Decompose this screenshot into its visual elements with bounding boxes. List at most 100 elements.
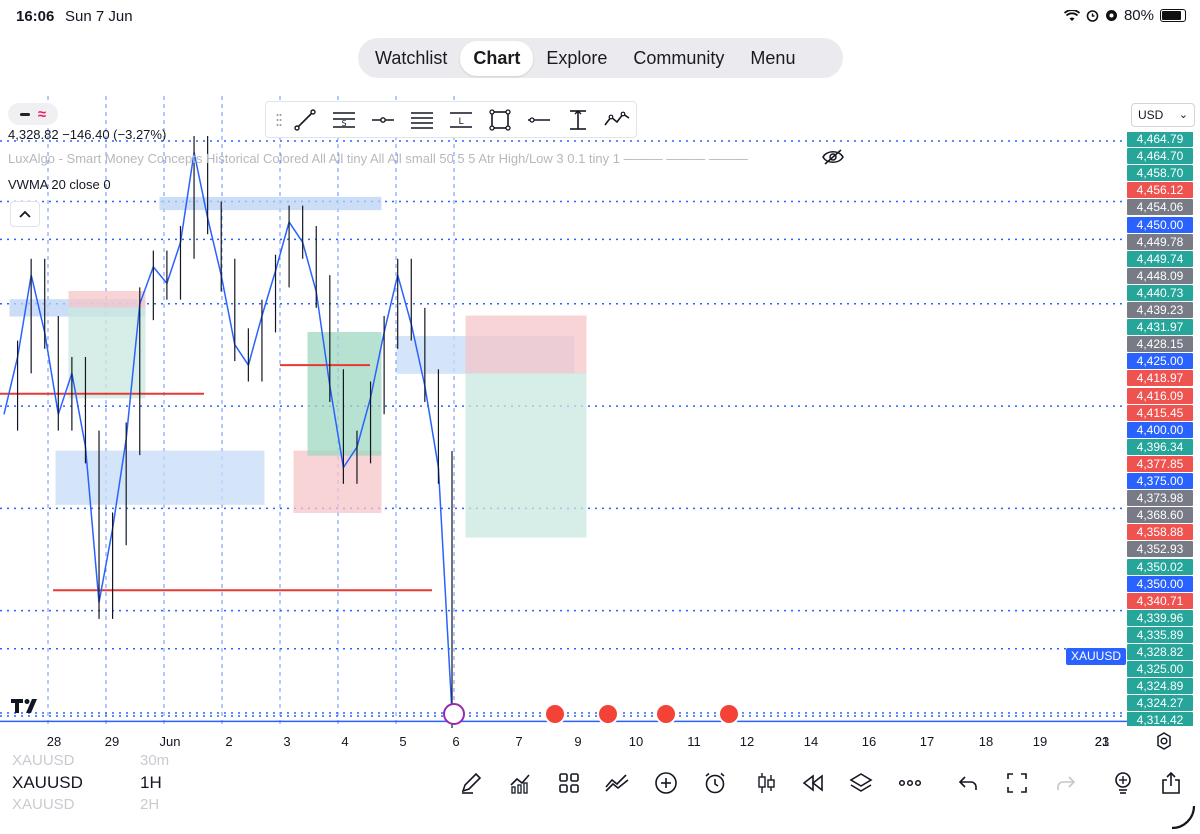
time-axis-label: 14 <box>803 734 819 749</box>
price-axis-label: 4,449.78 <box>1127 233 1193 250</box>
price-axis-label: 4,416.09 <box>1127 387 1193 404</box>
idea-icon[interactable] <box>1108 768 1138 798</box>
price-axis-label: 4,375.00 <box>1127 473 1193 489</box>
nav-tab-menu[interactable]: Menu <box>750 47 796 68</box>
pencil-icon[interactable] <box>456 768 486 798</box>
nav-tab-chart[interactable]: Chart <box>460 40 534 76</box>
time-axis[interactable]: 28 29 Jun 2 3 4 5 6 7 9 10 11 12 14 16 17 18 19 21 23 <box>0 728 1130 754</box>
path-icon[interactable] <box>597 103 636 137</box>
time-axis-label: 11 <box>687 734 701 749</box>
symbol-picker[interactable]: XAUUSD <box>12 773 83 792</box>
regression-l-icon[interactable]: L <box>442 103 481 137</box>
svg-text:S: S <box>342 119 347 128</box>
price-axis-label: 4,352.93 <box>1127 541 1193 558</box>
symbol-picker-prev[interactable]: XAUUSD <box>12 752 75 769</box>
price-axis-label: 4,373.98 <box>1127 490 1193 507</box>
currency-value: USD <box>1138 108 1164 122</box>
axis-settings-icon[interactable] <box>1154 731 1174 751</box>
time-axis-label: 7 <box>515 734 523 749</box>
price-range-icon[interactable] <box>558 103 597 137</box>
drawing-toolbar: S L <box>265 101 637 138</box>
drag-handle-icon[interactable] <box>272 110 286 130</box>
time-axis-label: 6 <box>452 734 460 749</box>
price-axis-label: 4,324.89 <box>1127 678 1193 695</box>
indicator-vwma-legend[interactable]: VWMA 20 close 0 <box>8 177 111 192</box>
chevron-up-icon <box>19 210 31 218</box>
price-change-line: 4,328.82 −146.40 (−3.27%) <box>8 127 167 142</box>
grid-icon[interactable] <box>554 768 584 798</box>
share-icon[interactable] <box>1156 768 1186 798</box>
us-flag-event-icon[interactable] <box>597 703 619 725</box>
price-axis-label: 4,368.60 <box>1127 507 1193 524</box>
price-chart[interactable] <box>0 96 1128 728</box>
time-axis-label: 16 <box>861 734 877 749</box>
price-axis-label: 4,339.96 <box>1127 609 1193 626</box>
undo-icon[interactable] <box>953 768 983 798</box>
indicators-icon[interactable] <box>505 768 535 798</box>
parallel-channel-icon[interactable] <box>403 103 442 137</box>
price-axis-label: 4,431.97 <box>1127 319 1193 336</box>
price-axis-label: 4,324.27 <box>1127 695 1193 712</box>
price-axis-label: 4,358.88 <box>1127 524 1193 541</box>
price-axis-label: 4,350.02 <box>1127 558 1193 575</box>
pitchfork-s-icon[interactable]: S <box>325 103 364 137</box>
collapse-legend-button[interactable] <box>10 201 40 227</box>
alert-clock-icon[interactable] <box>700 768 730 798</box>
price-axis[interactable]: 4,464.79 4,464.70 4,458.70 4,456.12 4,454.06… <box>1127 132 1200 726</box>
time-axis-label: 5 <box>399 734 407 749</box>
vwma-line <box>3 152 453 714</box>
price-axis-label: 4,340.71 <box>1127 592 1193 609</box>
timeframe-picker-prev[interactable]: 30m <box>140 752 170 769</box>
wave-icon: ≈ <box>37 105 47 123</box>
price-axis-label: 4,449.74 <box>1127 250 1193 267</box>
demand-zone <box>307 331 382 456</box>
alarm-icon <box>1086 10 1099 22</box>
top-nav: Watchlist Chart Explore Community Menu <box>358 38 843 78</box>
price-axis-label: 4,428.15 <box>1127 336 1193 353</box>
time-axis-label: 18 <box>978 734 994 749</box>
us-flag-event-icon[interactable] <box>718 703 740 725</box>
more-icon[interactable] <box>895 768 925 798</box>
time-axis-label: 23 <box>1094 734 1110 749</box>
scroll-corner-icon <box>1171 805 1196 830</box>
horizontal-line-icon[interactable] <box>519 103 558 137</box>
us-flag-event-icon[interactable] <box>544 703 566 725</box>
currency-select[interactable]: USD ⌄ <box>1131 103 1195 127</box>
supply-zone <box>293 450 382 513</box>
dividend-event-icon[interactable] <box>443 703 465 725</box>
time-axis-label: 28 <box>46 734 62 749</box>
horizontal-ray-icon[interactable] <box>364 103 403 137</box>
compare-icon[interactable] <box>602 768 632 798</box>
tradingview-logo-icon[interactable] <box>10 696 46 716</box>
price-axis-label: 4,450.00 <box>1127 216 1193 233</box>
trend-line-icon[interactable] <box>286 103 325 137</box>
nav-tab-explore[interactable]: Explore <box>546 47 608 68</box>
eye-hidden-icon[interactable] <box>822 149 844 165</box>
symbol-picker-next[interactable]: XAUUSD <box>12 796 75 813</box>
nav-tab-community[interactable]: Community <box>633 47 725 68</box>
price-axis-label: 4,425.00 <box>1127 353 1193 370</box>
time-axis-label: 3 <box>283 734 291 749</box>
time-axis-label: Jun <box>159 734 181 749</box>
time-axis-label: 4 <box>341 734 349 749</box>
minus-icon <box>19 112 30 116</box>
time-axis-label: 17 <box>919 734 935 749</box>
replay-icon[interactable] <box>798 768 828 798</box>
price-axis-label: 4,377.85 <box>1127 455 1193 472</box>
candles-icon[interactable] <box>751 768 781 798</box>
legend-toggle[interactable]: ≈ <box>8 103 58 125</box>
rectangle-icon[interactable] <box>480 103 519 137</box>
us-flag-event-icon[interactable] <box>655 703 677 725</box>
timeframe-picker-next[interactable]: 2H <box>140 796 160 813</box>
price-axis-label: 4,350.00 <box>1127 575 1193 592</box>
redo-icon[interactable] <box>1051 768 1081 798</box>
nav-tab-watchlist[interactable]: Watchlist <box>375 47 448 68</box>
price-axis-label: 4,464.70 <box>1127 148 1193 165</box>
price-axis-label: 4,418.97 <box>1127 370 1193 387</box>
fullscreen-icon[interactable] <box>1002 768 1032 798</box>
fvg-zone <box>159 196 382 211</box>
add-icon[interactable] <box>651 768 681 798</box>
indicator-luxalgo-legend[interactable]: LuxAlgo - Smart Money Concepts Historica… <box>8 151 748 166</box>
layers-icon[interactable] <box>846 768 876 798</box>
timeframe-picker[interactable]: 1H <box>140 773 162 792</box>
